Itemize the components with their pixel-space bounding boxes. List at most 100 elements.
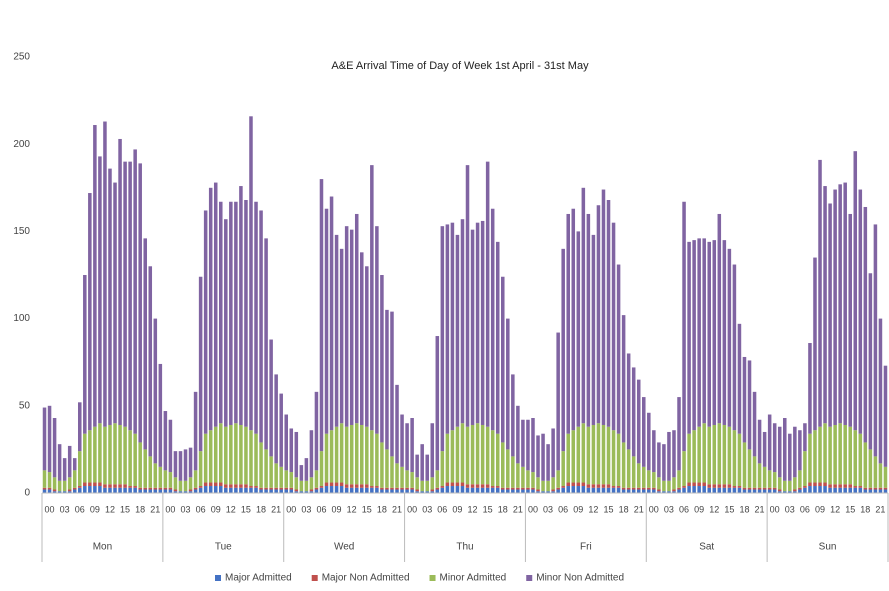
bar-segment (158, 489, 163, 493)
bar-segment (561, 487, 565, 493)
bar-segment (470, 487, 475, 493)
bar-segment (158, 363, 163, 467)
bar-segment (118, 487, 122, 493)
bar-segment (878, 318, 883, 464)
bar-segment (88, 486, 92, 493)
bar-segment (103, 426, 107, 485)
bar-segment (405, 487, 409, 490)
bar-segment (400, 489, 404, 493)
bar-segment (828, 487, 832, 493)
x-tick-label: 03 (785, 504, 795, 514)
bar-segment (672, 477, 676, 490)
bar-segment (375, 433, 379, 487)
bar-segment (777, 426, 782, 478)
x-tick-label: 21 (634, 504, 644, 514)
bar-segment (430, 489, 435, 492)
bar-segment (380, 275, 384, 443)
bar-segment (551, 428, 555, 478)
bar-segment (354, 484, 359, 488)
bar-segment (410, 472, 414, 488)
bar-segment (762, 466, 767, 488)
bar-segment (304, 480, 309, 492)
bar-segment (118, 138, 122, 425)
x-tick-label: 12 (468, 504, 478, 514)
bar-segment (767, 470, 772, 488)
bar-segment (516, 489, 520, 493)
bar-segment (843, 484, 847, 488)
bar-segment (722, 240, 727, 425)
bar-segment (420, 444, 424, 481)
bar-segment (521, 487, 525, 490)
bar-segment (657, 489, 661, 492)
bar-segment (576, 231, 581, 427)
bar-segment (501, 487, 505, 490)
bar-segment (788, 480, 792, 492)
bar-segment (72, 489, 77, 493)
bar-segment (375, 226, 379, 434)
bar-segment (128, 161, 132, 431)
bar-segment (566, 482, 570, 487)
bar-segment (400, 466, 404, 488)
bar-segment (385, 449, 389, 488)
x-tick-label: 21 (150, 504, 160, 514)
bar-segment (309, 477, 314, 490)
bar-segment (208, 482, 213, 487)
bar-segment (642, 466, 646, 488)
bar-segment (410, 487, 414, 490)
bar-segment (203, 433, 208, 483)
bar-segment (883, 466, 888, 488)
bar-segment (460, 482, 465, 487)
bar-segment (561, 248, 565, 452)
group-label: Sun (819, 542, 837, 553)
bar-segment (344, 426, 349, 485)
bar-segment (133, 486, 137, 488)
bar-segment (772, 423, 777, 473)
bar-segment (647, 487, 651, 490)
bar-segment (596, 205, 601, 424)
bar-segment (123, 484, 127, 488)
bar-segment (62, 458, 67, 481)
bar-segment (299, 465, 304, 481)
bar-segment (465, 487, 470, 493)
bar-segment (213, 426, 218, 483)
bar-segment (158, 466, 163, 488)
bar-segment (138, 163, 142, 443)
bar-segment (480, 220, 485, 425)
bar-segment (742, 356, 747, 443)
bar-segment (752, 456, 757, 488)
bar-segment (576, 426, 581, 483)
bar-segment (833, 189, 837, 425)
bar-segment (717, 487, 722, 493)
bar-segment (868, 273, 873, 450)
bar-segment (113, 423, 117, 485)
x-tick-label: 12 (105, 504, 115, 514)
bar-segment (858, 486, 863, 488)
x-tick-label: 06 (800, 504, 810, 514)
bar-segment (516, 405, 520, 464)
bar-segment (264, 487, 268, 490)
bar-segment (274, 463, 278, 488)
bar-segment (783, 418, 787, 481)
bar-segment (823, 482, 827, 487)
bar-segment (707, 484, 711, 488)
bar-segment (767, 489, 772, 493)
bar-segment (636, 489, 641, 493)
bar-segment (329, 482, 334, 487)
bar-segment (626, 487, 631, 490)
bar-segment (259, 487, 263, 490)
bar-segment (455, 482, 460, 487)
bar-segment (677, 470, 681, 488)
bar-segment (163, 487, 168, 490)
bar-segment (636, 487, 641, 490)
bar-segment (490, 208, 495, 431)
bar-segment (415, 454, 419, 478)
bar-segment (561, 451, 565, 487)
bar-segment (425, 480, 429, 492)
bar-segment (445, 482, 450, 487)
bar-segment (354, 213, 359, 424)
bar-segment (435, 487, 440, 490)
x-tick-label: 06 (75, 504, 85, 514)
bar-segment (319, 179, 324, 452)
bar-segment (531, 472, 535, 488)
bar-segment (365, 484, 369, 488)
